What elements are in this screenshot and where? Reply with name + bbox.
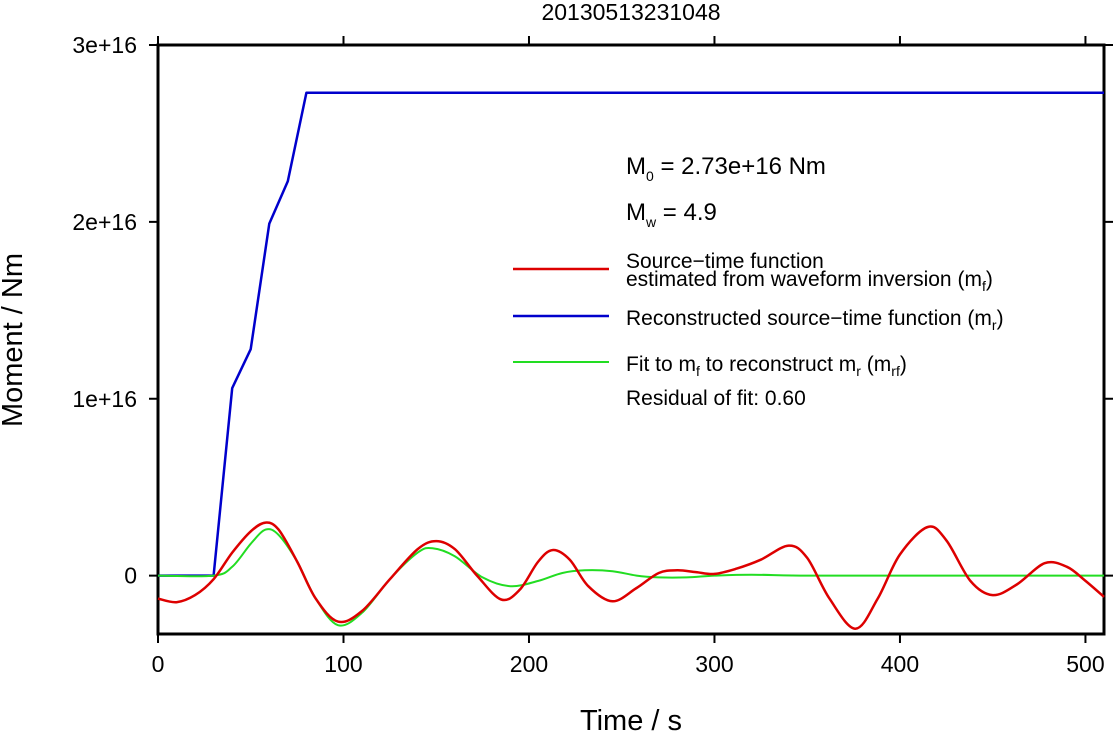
x-tick-label-300: 300 [695,651,733,677]
x-tick-label-400: 400 [881,651,919,677]
y-tick-label-2: 2e+16 [72,209,137,235]
series-line-mrf [157,528,1104,627]
y-tick-label-0: 0 [124,563,137,589]
legend: Source−time function estimated from wave… [513,250,1004,410]
x-tick-label-100: 100 [324,651,362,677]
legend-label-mr: Reconstructed source−time function (mr) [626,307,1004,333]
y-tick-label-3: 3e+16 [72,32,137,58]
legend-label-mf-line1: Source−time function [626,250,824,273]
x-tick-label-200: 200 [510,651,548,677]
y-tick-label-1: 1e+16 [72,386,137,412]
chart-title: 20130513231048 [541,0,720,25]
legend-label-mrf: Fit to mf to reconstruct mr (mrf) [626,353,907,379]
legend-label-mf-line2: estimated from waveform inversion (mf) [626,268,993,294]
mw-annotation: Mw = 4.9 [626,199,717,230]
m0-annotation: M0 = 2.73e+16 Nm [626,153,826,184]
series-layer [157,91,1105,630]
x-tick-label-0: 0 [152,651,165,677]
series-line-mr [158,91,1104,577]
y-axis-title: Moment / Nm [0,253,29,427]
residual-annotation: Residual of fit: 0.60 [626,387,806,410]
series-line-mf [157,521,1105,630]
x-axis-title: Time / s [580,705,682,734]
x-tick-label-500: 500 [1066,651,1104,677]
axis-ticks: 0 100 200 300 400 500 0 1e+16 2e+16 3e+16 [72,32,1113,677]
plot-frame [156,43,1106,636]
